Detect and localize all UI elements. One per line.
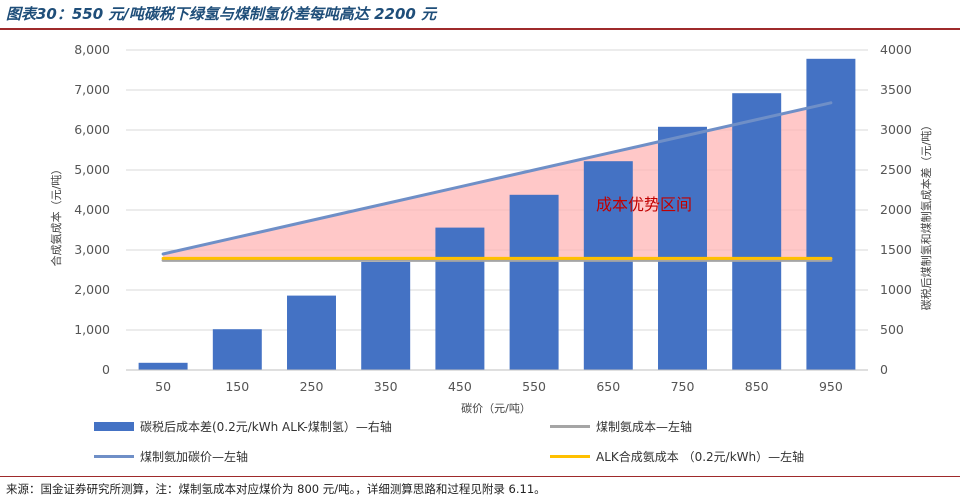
x-axis-ticks: 50 150 250 350 450 550 650 750 850 950 <box>155 379 843 394</box>
legend-label-bar: 碳税后成本差(0.2元/kWh ALK-煤制氢）—右轴 <box>140 420 392 434</box>
x-tick-label: 350 <box>374 379 398 394</box>
legend-swatch-gold <box>550 455 590 458</box>
right-tick-label: 2500 <box>880 162 912 177</box>
x-tick-label: 750 <box>671 379 695 394</box>
bar-350 <box>361 262 411 370</box>
legend-item-gold: ALK合成氨成本 （0.2元/kWh）—左轴 <box>550 449 870 465</box>
right-tick-label: 500 <box>880 322 904 337</box>
x-tick-label: 850 <box>745 379 769 394</box>
bar-50 <box>138 362 188 370</box>
bar-150 <box>212 329 262 370</box>
bar-550 <box>509 194 559 370</box>
left-axis-title: 合成氨成本（元/吨） <box>49 164 63 267</box>
x-tick-label: 450 <box>448 379 472 394</box>
x-tick-label: 50 <box>155 379 171 394</box>
legend-label-gold: ALK合成氨成本 （0.2元/kWh）—左轴 <box>596 450 805 464</box>
title-rule <box>0 28 960 30</box>
right-tick-label: 0 <box>880 362 888 377</box>
left-tick-label: 5,000 <box>74 162 110 177</box>
legend-item-bar: 碳税后成本差(0.2元/kWh ALK-煤制氢）—右轴 <box>94 419 454 435</box>
right-axis-ticks: 0 500 1000 1500 2000 2500 3000 3500 4000 <box>880 42 912 377</box>
left-tick-label: 8,000 <box>74 42 110 57</box>
cost-advantage-label: 成本优势区间 <box>596 195 692 214</box>
line-series <box>161 101 833 262</box>
bar-850 <box>732 93 782 370</box>
bar-250 <box>287 295 336 370</box>
bar-650 <box>583 161 633 370</box>
bar-750 <box>658 126 707 370</box>
right-tick-label: 3000 <box>880 122 912 137</box>
line-series-2 <box>161 101 833 256</box>
chart-canvas: 0 1,000 2,000 3,000 4,000 5,000 6,000 7,000 8,00… <box>49 42 933 415</box>
x-tick-label: 650 <box>596 379 620 394</box>
left-tick-label: 7,000 <box>74 82 110 97</box>
right-tick-label: 1000 <box>880 282 912 297</box>
left-axis-ticks: 0 1,000 2,000 3,000 4,000 5,000 6,000 7,000 8,00… <box>74 42 110 377</box>
left-tick-label: 3,000 <box>74 242 110 257</box>
x-axis-title: 碳价（元/吨） <box>461 401 531 415</box>
x-tick-label: 950 <box>819 379 843 394</box>
right-axis-title: 碳税后煤制氢和煤制氢成本差（元/吨） <box>919 120 933 311</box>
x-tick-label: 550 <box>522 379 546 394</box>
right-tick-label: 3500 <box>880 82 912 97</box>
left-tick-label: 0 <box>102 362 110 377</box>
left-tick-label: 6,000 <box>74 122 110 137</box>
legend-swatch-blue <box>94 455 134 458</box>
footer-rule <box>0 476 960 477</box>
legend-label-blue: 煤制氨加碳价—左轴 <box>140 450 249 464</box>
left-tick-label: 1,000 <box>74 322 110 337</box>
legend-item-blue: 煤制氨加碳价—左轴 <box>94 449 454 465</box>
source-note: 来源：国金证券研究所测算，注：煤制氢成本对应煤价为 800 元/吨。，详细测算思… <box>6 482 546 496</box>
legend-swatch-gray <box>550 425 590 428</box>
left-tick-label: 4,000 <box>74 202 110 217</box>
bar-950 <box>806 58 856 371</box>
right-tick-label: 1500 <box>880 242 912 257</box>
x-tick-label: 250 <box>300 379 324 394</box>
x-tick-label: 150 <box>225 379 249 394</box>
right-tick-label: 2000 <box>880 202 912 217</box>
legend-swatch-bar <box>94 422 134 431</box>
chart-title: 图表30：550 元/吨碳税下绿氢与煤制氢价差每吨高达 2200 元 <box>6 5 437 23</box>
legend-label-gray: 煤制氨成本—左轴 <box>596 420 693 434</box>
bar-450 <box>435 227 485 370</box>
bar-series <box>138 58 856 371</box>
right-tick-label: 4000 <box>880 42 912 57</box>
left-tick-label: 2,000 <box>74 282 110 297</box>
legend-item-gray: 煤制氨成本—左轴 <box>550 419 850 435</box>
